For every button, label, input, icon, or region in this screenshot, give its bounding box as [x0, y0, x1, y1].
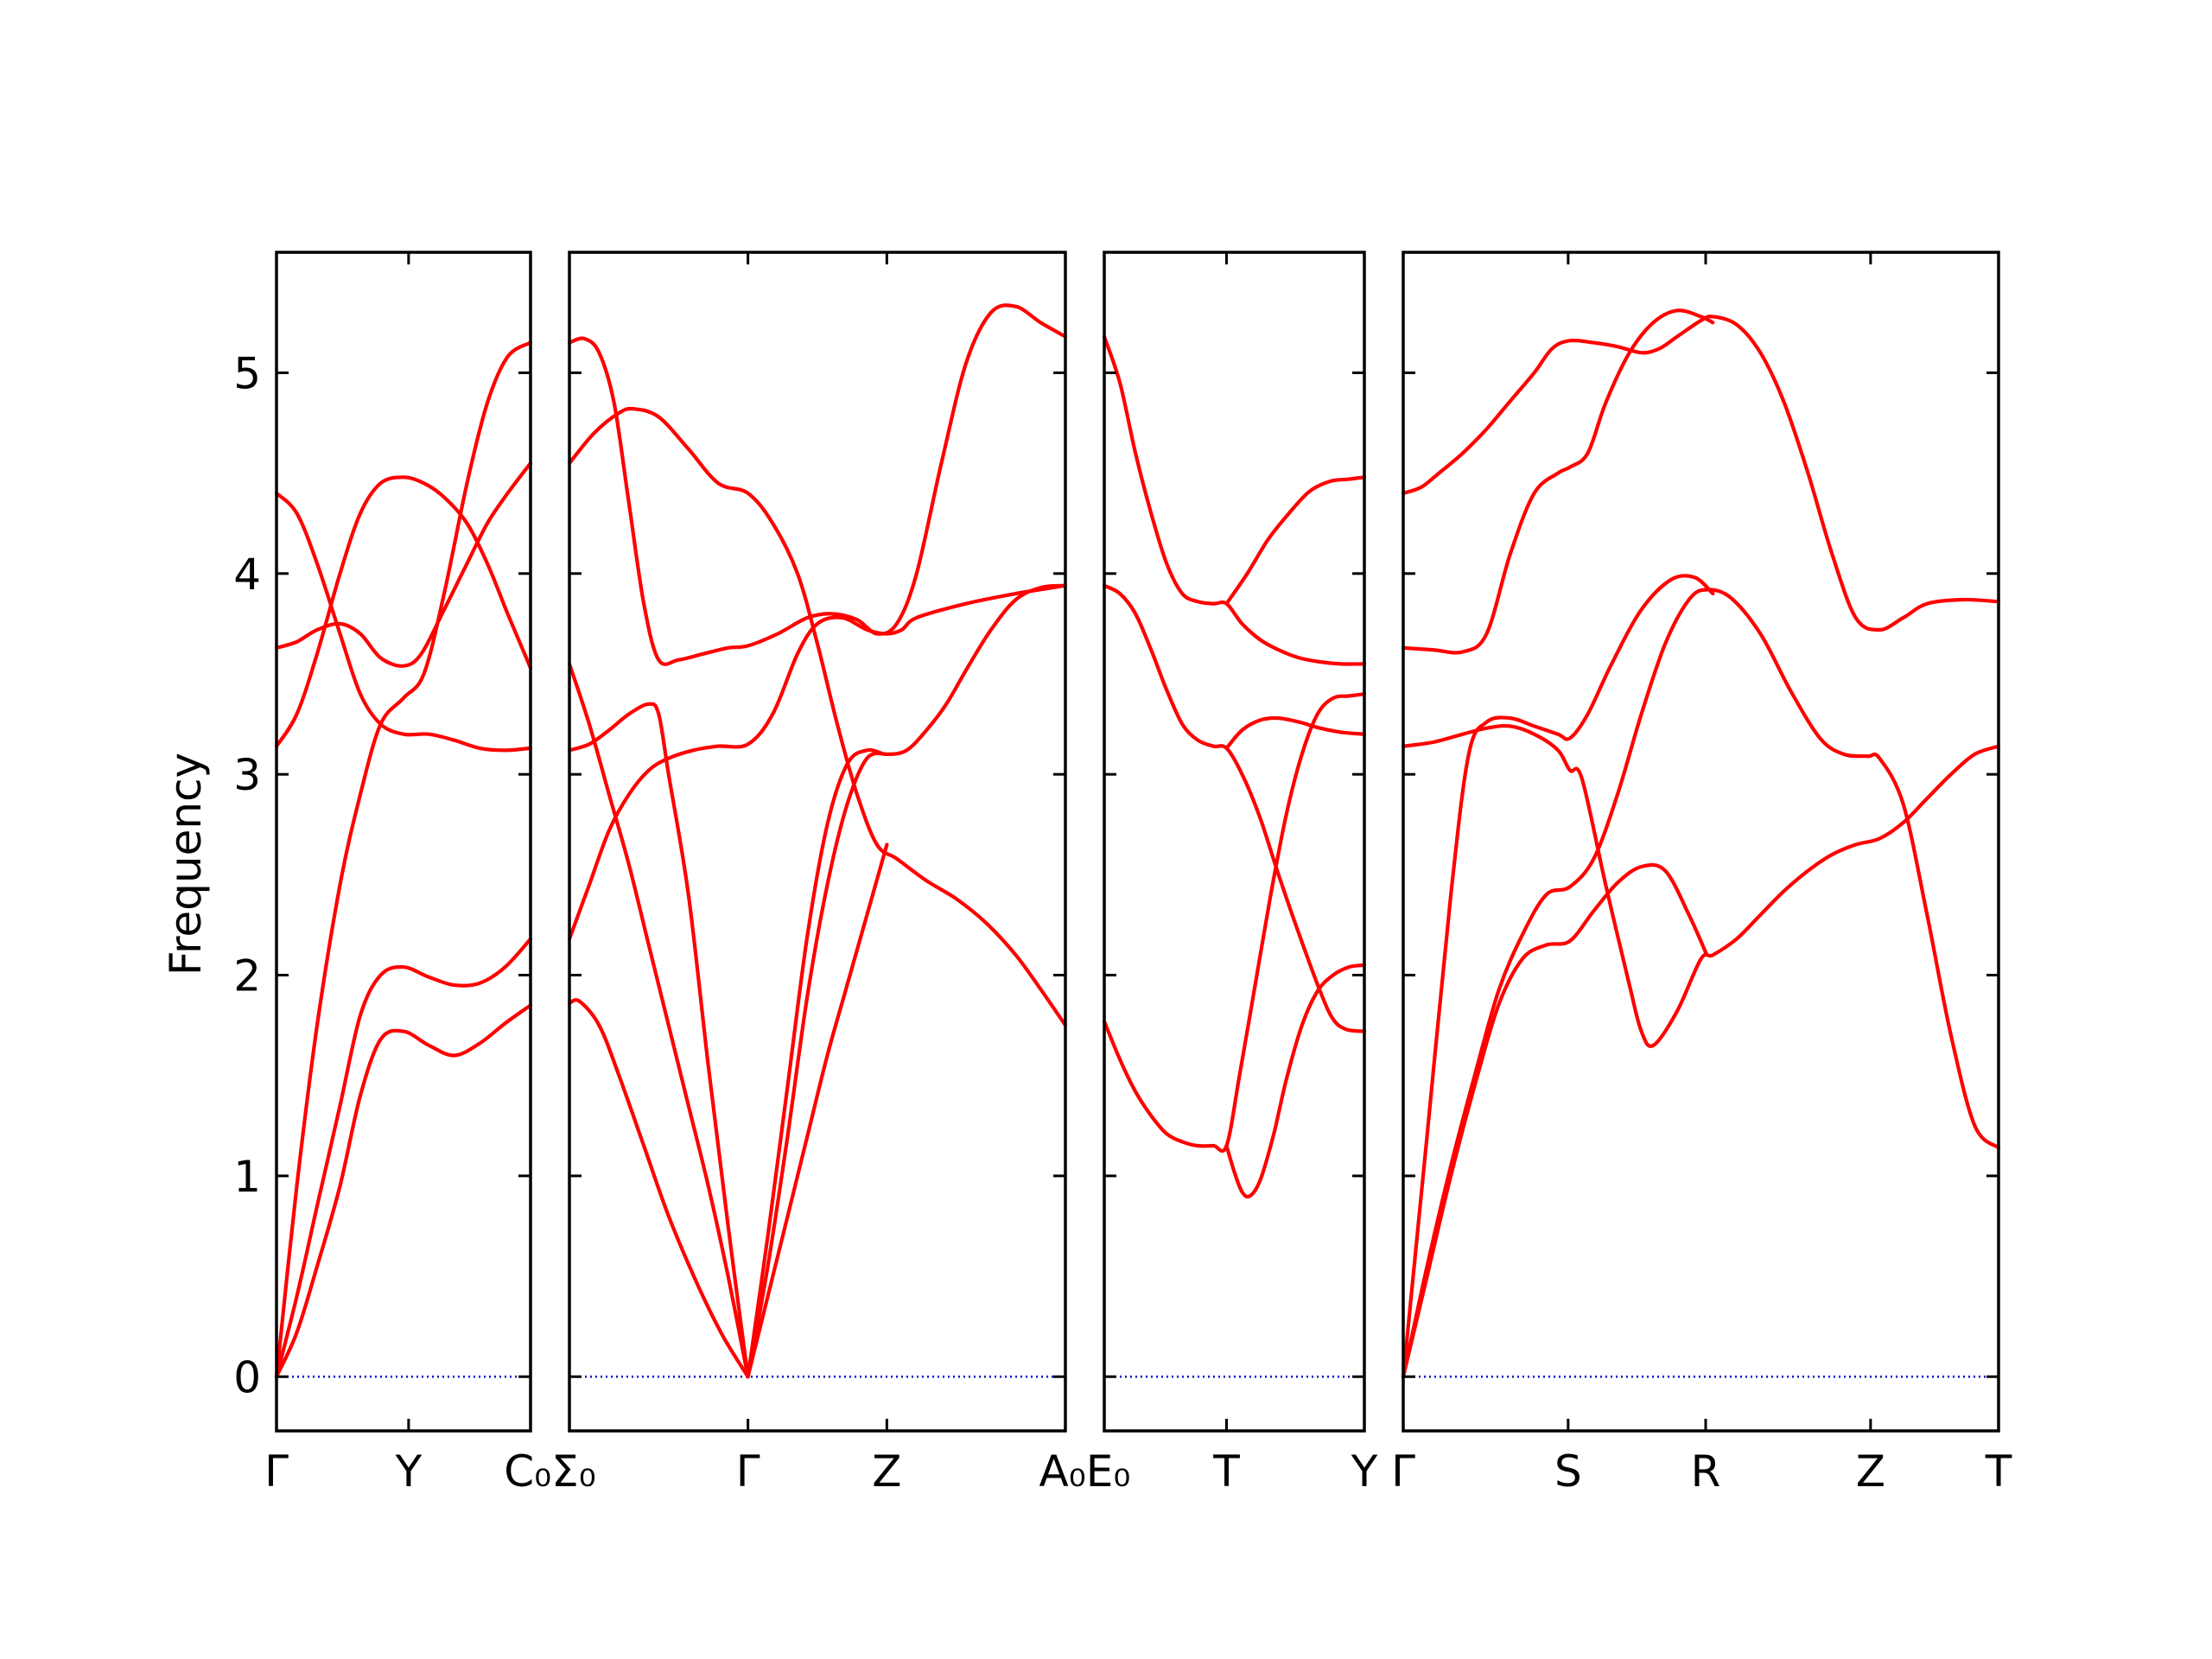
panel-frame	[1103, 251, 1366, 1433]
phonon-band	[1102, 583, 1367, 1033]
phonon-band	[1401, 723, 2001, 1048]
band-panel-1	[274, 251, 533, 1433]
x-tick-label: Y	[395, 1446, 423, 1497]
phonon-band	[746, 583, 1068, 1379]
phonon-band	[1401, 588, 2001, 1379]
phonon-band	[1401, 862, 1709, 1379]
panel-frame	[1402, 251, 2000, 1433]
band-panel-4	[1401, 251, 2001, 1433]
phonon-band	[1224, 715, 1367, 750]
y-tick-label: 4	[233, 550, 261, 600]
phonon-band	[567, 303, 1068, 666]
x-tick-label: T	[1212, 1446, 1240, 1497]
phonon-band	[274, 937, 533, 1379]
phonon-band	[1224, 475, 1367, 606]
y-tick-label: 0	[233, 1352, 261, 1402]
y-axis: 0 1 2 3 4 5	[233, 348, 261, 1402]
x-tick-label: C₀Σ₀	[504, 1446, 596, 1497]
phonon-band	[1401, 315, 2001, 632]
panel-frame	[568, 251, 1067, 1433]
phonon-band	[274, 461, 533, 668]
y-tick-label: 5	[233, 348, 261, 398]
phonon-band	[567, 662, 750, 1379]
phonon-band	[567, 583, 1068, 941]
x-tick-label: Γ	[264, 1446, 289, 1497]
panels: Γ Y C₀Σ₀ Γ Z A₀E₀ T Y Γ S R Z T	[264, 251, 2012, 1497]
phonon-band	[1102, 692, 1367, 1154]
x-tick-label: Y	[1351, 1446, 1378, 1497]
phonon-band	[746, 751, 889, 1379]
phonon-band	[1401, 308, 1715, 655]
x-tick-label: S	[1554, 1446, 1582, 1497]
phonon-band	[567, 998, 750, 1379]
phonon-band	[1224, 963, 1367, 1199]
y-tick-label: 2	[233, 951, 261, 1001]
band-panel-3	[1102, 251, 1367, 1433]
phonon-band	[567, 702, 750, 1379]
panel-frame	[275, 251, 532, 1433]
x-tick-label: Z	[1856, 1446, 1885, 1497]
y-tick-label: 1	[233, 1152, 261, 1202]
phonon-band	[274, 1003, 533, 1379]
phonon-band	[567, 406, 1068, 1027]
y-axis-label: Frequency	[161, 753, 211, 976]
x-tick-label: Γ	[1391, 1446, 1415, 1497]
y-tick-label: 3	[233, 750, 261, 800]
x-tick-label: R	[1691, 1446, 1721, 1497]
x-tick-label: T	[1985, 1446, 2012, 1497]
phonon-band	[1401, 574, 1715, 1379]
phonon-band	[274, 491, 533, 753]
band-panel-2	[567, 251, 1068, 1433]
phonon-band	[1102, 334, 1367, 666]
phonon-band	[274, 475, 533, 748]
phonon-band	[746, 842, 889, 1379]
x-tick-label: Γ	[736, 1446, 760, 1497]
x-tick-label: Z	[872, 1446, 901, 1497]
phonon-band	[274, 340, 533, 1379]
x-tick-label: A₀E₀	[1039, 1446, 1131, 1497]
